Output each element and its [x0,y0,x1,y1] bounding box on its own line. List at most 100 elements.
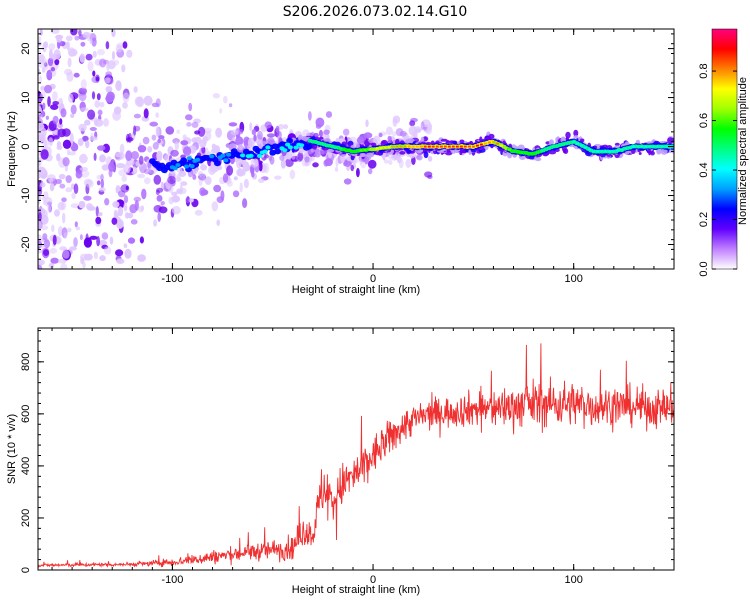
spectrogram-cell [101,164,109,171]
spectrogram-cell [98,187,106,192]
spectrogram-cell [179,184,183,195]
spectrogram-cell [156,195,163,202]
spectrogram-cell [124,248,132,259]
spectrogram-cell [278,123,284,130]
ridge-core [183,164,190,169]
spectrogram-cell [42,233,48,241]
spectrogram-cell [198,175,203,187]
ridge-peak [568,141,572,144]
spectrogram-cell [312,162,319,168]
spectrogram-cell [85,140,90,149]
spectrogram-cell [54,58,60,66]
ridge-peak [504,146,507,149]
spectrogram-cell [427,155,433,162]
spectrogram-cell [43,191,49,200]
ridge-peak [624,147,628,150]
spectrogram-cell [41,225,49,231]
spectrogram-cell [258,178,265,184]
spectrogram-cell [149,121,158,127]
spectrogram-cell [420,136,425,143]
spectrogram-cell [198,171,204,177]
spectrogram-cell [105,41,110,50]
ridge-peak [580,144,584,147]
ridge-cell [271,143,279,150]
spectrogram-cell [101,232,109,240]
ridge-peak [379,147,383,149]
spectrogram-cell [95,206,99,217]
spectrogram-ytick-label: 10 [20,91,32,103]
ridge-peak [508,148,511,151]
snr-ytick-label: 600 [20,405,32,423]
spectrogram-cell [95,76,100,82]
spectrogram-cell [176,129,180,134]
spectrogram-cell [392,115,401,124]
spectrogram-cell [323,138,331,142]
spectrogram-cell [204,176,212,186]
snr-panel: -100 0 100 0 200 400 600 800 Height of straight… [6,327,675,596]
spectrogram-cell [100,178,105,189]
spectrogram-cell [134,200,139,211]
spectrogram-cell [130,219,138,225]
ridge-peak [656,145,660,148]
spectrogram-cell [67,57,72,68]
spectrogram-cell [378,132,383,138]
chart-title: S206.2026.073.02.14.G10 [283,4,468,20]
ridge-peak [540,150,544,152]
spectrogram-cell [38,159,42,166]
ridge-peak [451,145,455,148]
spectrogram-cell [297,150,304,162]
ridge-peak [664,145,668,148]
spectrogram-cell [199,147,206,156]
spectrogram-cell [84,119,91,126]
spectrogram-cell [142,136,150,145]
spectrogram-cell [180,181,188,186]
spectrogram-cell [251,171,255,178]
spectrogram-cell [65,35,73,42]
spectrogram-cell [199,139,207,148]
spectrogram-cell [147,146,153,153]
spectrogram-cell [335,158,339,168]
spectrogram-cell [346,165,350,171]
spectrogram-cell [257,130,263,140]
ridge-peak [343,148,347,151]
ridge-peak [483,142,487,145]
spectrogram-cell [423,151,429,159]
spectrogram-cell [235,136,244,146]
ridge-peak [367,148,371,151]
spectrogram-cell [660,148,668,155]
spectrogram-cell [38,105,42,116]
spectrogram-cell [117,206,124,217]
spectrogram-cell [96,180,101,186]
spectrogram-cell [215,165,223,171]
spectrogram-cell [406,149,412,154]
spectrogram-cell [43,249,49,256]
spectrogram-cell [108,161,115,172]
colorbar-tick-label: 0.0 [698,261,710,276]
spectrogram-cell [62,139,72,149]
spectrogram-cell [223,95,228,104]
spectrogram-cell [156,150,163,162]
spectrogram-cell [106,91,115,102]
spectrogram-cell [38,259,45,266]
spectrogram-cell [65,175,72,184]
spectrogram-cell [242,198,248,209]
spectrogram-cell [216,219,220,226]
spectrogram-cell [55,178,62,185]
colorbar-tick-label: 0.2 [698,212,710,227]
spectrogram-cell [343,128,350,136]
ridge-peak [423,145,427,148]
snr-ytick-label: 400 [20,457,32,475]
spectrogram-cell [391,152,398,161]
ridge-peak [572,140,576,143]
spectrogram-cell [56,34,63,43]
spectrogram-cell [62,212,66,224]
spectrogram-cell [70,29,78,36]
spectrogram-cell [188,102,193,112]
spectrogram-cell [175,177,182,183]
spectrogram-cell [46,69,53,81]
spectrogram-cell [71,192,76,200]
spectrogram-cell [70,113,75,118]
spectrogram-cell [58,173,66,180]
spectrogram-cell [85,233,89,245]
ridge-peak [528,152,531,155]
